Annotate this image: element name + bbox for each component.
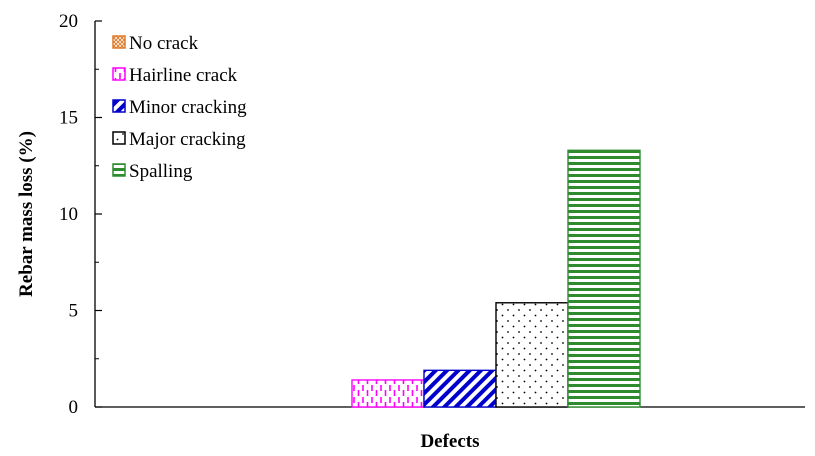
y-axis-ticks: 0 5 10 15 20 <box>59 11 102 418</box>
x-axis-title: Defects <box>420 431 479 452</box>
y-axis-title: Rebar mass loss (%) <box>16 131 37 297</box>
bar-major-cracking <box>495 302 569 408</box>
bars <box>351 149 641 408</box>
legend-label: Hairline crack <box>129 65 238 86</box>
legend-label: Spalling <box>129 161 193 182</box>
legend-swatch-minor-cracking <box>112 99 126 113</box>
legend-label: Minor cracking <box>129 97 247 118</box>
legend: No crack Hairline crack Minor cracking Majo… <box>112 33 247 182</box>
legend-swatch-hairline-crack <box>112 67 126 81</box>
legend-swatch-spalling <box>112 163 126 177</box>
legend-swatch-no-crack <box>112 35 126 49</box>
legend-swatch-major-cracking <box>112 131 126 145</box>
y-tick-label: 5 <box>69 301 79 322</box>
bar-minor-cracking <box>423 369 497 408</box>
legend-label: No crack <box>129 33 199 54</box>
bar-spalling <box>567 149 641 408</box>
legend-label: Major cracking <box>129 129 246 150</box>
y-tick-label: 15 <box>59 108 78 129</box>
y-tick-label: 0 <box>69 397 79 418</box>
bar-hairline-crack <box>351 379 425 408</box>
y-tick-label: 20 <box>59 11 78 32</box>
y-tick-label: 10 <box>59 204 78 225</box>
